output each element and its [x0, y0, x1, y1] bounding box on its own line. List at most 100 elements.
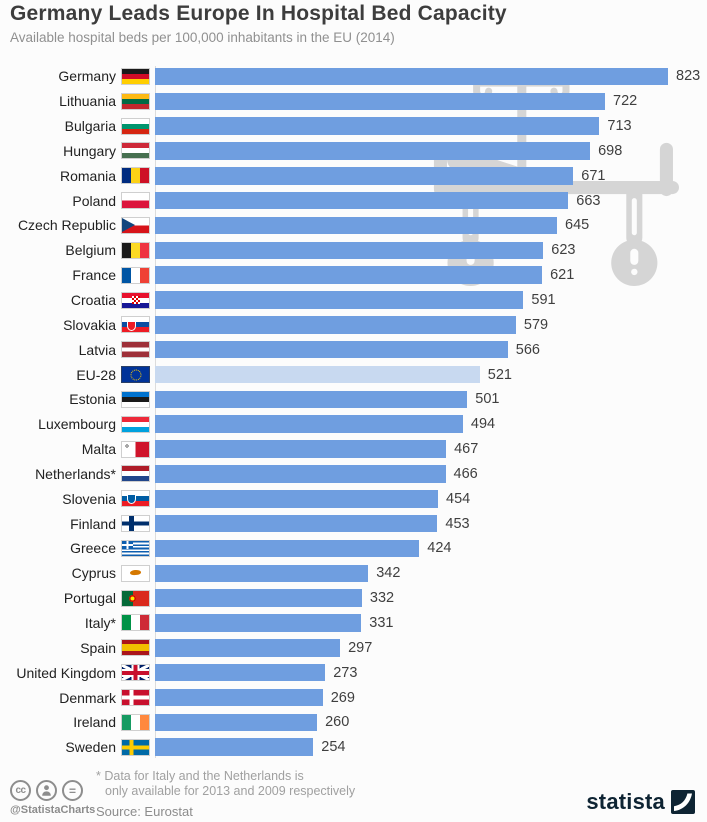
- bar: [155, 390, 468, 409]
- country-label: Portugal: [63, 590, 116, 607]
- flag-icon-mt: [121, 440, 150, 458]
- bar-row: Greece 424: [0, 536, 707, 561]
- bar-track: 273: [155, 660, 707, 685]
- bar-row: Bulgaria 713: [0, 114, 707, 139]
- country-label: United Kingdom: [16, 664, 116, 681]
- bar-row: France 621: [0, 263, 707, 288]
- bar: [155, 191, 569, 210]
- bar-row: Sweden 254: [0, 735, 707, 760]
- bar-track: 467: [155, 437, 707, 462]
- value-label: 273: [333, 664, 358, 681]
- value-label: 342: [376, 565, 401, 582]
- source-label: Source: Eurostat: [96, 804, 193, 819]
- value-label: 623: [551, 242, 576, 259]
- bar-row: Belgium 623: [0, 238, 707, 263]
- flag-icon-se: [121, 738, 150, 756]
- flag-icon-cy: [121, 564, 150, 582]
- value-label: 722: [613, 93, 638, 110]
- bar-row: Latvia 566: [0, 337, 707, 362]
- flag-icon-de: [121, 67, 150, 85]
- flag-icon-lt: [121, 92, 150, 110]
- value-label: 453: [445, 515, 470, 532]
- bar-track: 466: [155, 462, 707, 487]
- no-derivatives-equal-icon: =: [62, 780, 83, 801]
- bar-track: 269: [155, 685, 707, 710]
- bar-track: 332: [155, 586, 707, 611]
- bar-track: 621: [155, 263, 707, 288]
- value-label: 331: [369, 614, 394, 631]
- value-label: 332: [369, 590, 395, 607]
- bar-track: 579: [155, 312, 707, 337]
- flag-icon-si: [121, 490, 150, 508]
- flag-icon-bg: [121, 117, 150, 135]
- bar: [155, 266, 543, 284]
- bar-track: 494: [155, 412, 707, 437]
- flag-icon-dk: [121, 689, 150, 707]
- flag-icon-lv: [121, 341, 150, 359]
- bar: [155, 514, 438, 533]
- bar: [155, 639, 341, 657]
- bar-track: 331: [155, 611, 707, 636]
- value-label: 494: [470, 416, 496, 433]
- country-label: Ireland: [73, 714, 116, 731]
- bar: [155, 440, 447, 458]
- bar-track: 645: [155, 213, 707, 238]
- country-label: Romania: [59, 167, 116, 184]
- attribution-person-icon: [36, 780, 57, 801]
- value-label: 254: [321, 739, 346, 756]
- footnote-line1: * Data for Italy and the Netherlands is: [96, 769, 304, 783]
- statista-logo-mark: [671, 790, 695, 814]
- chart-title: Germany Leads Europe In Hospital Bed Cap…: [10, 2, 507, 25]
- country-label: Spain: [80, 639, 116, 656]
- country-label: Denmark: [59, 689, 116, 706]
- bar: [155, 490, 438, 508]
- flag-icon-ro: [121, 167, 150, 185]
- flag-icon-ie: [121, 713, 150, 731]
- country-label: Germany: [58, 68, 116, 85]
- bar: [155, 92, 605, 111]
- bar-row: Cyprus 342: [0, 561, 707, 586]
- bar-track: 623: [155, 238, 707, 263]
- bar-row: Spain 297: [0, 635, 707, 660]
- bar-row: Slovakia 579: [0, 312, 707, 337]
- country-label: Croatia: [70, 292, 116, 309]
- value-label: 566: [515, 341, 540, 358]
- value-label: 424: [427, 540, 452, 557]
- bar-track: 671: [155, 163, 707, 188]
- value-label: 467: [454, 441, 479, 458]
- bar-track: 297: [155, 635, 707, 660]
- license-badges: cc = @StatistaCharts: [10, 780, 95, 816]
- bar-track: 342: [155, 561, 707, 586]
- bar: [155, 465, 446, 483]
- bar-row: United Kingdom 273: [0, 660, 707, 685]
- value-label: 698: [598, 142, 623, 159]
- flag-icon-cz: [121, 216, 150, 234]
- bar: [155, 589, 362, 607]
- bar-row: Slovenia 454: [0, 486, 707, 511]
- bar-track: 663: [155, 188, 707, 213]
- bar: [155, 241, 544, 260]
- statista-charts-handle: @StatistaCharts: [10, 804, 96, 816]
- flag-icon-sk: [121, 316, 150, 334]
- bar-row: Hungary 698: [0, 139, 707, 164]
- bar: [155, 539, 420, 558]
- bar-track: 424: [155, 536, 707, 561]
- country-label: Lithuania: [59, 93, 116, 110]
- bar: [155, 738, 314, 756]
- bar-row: Luxembourg 494: [0, 412, 707, 437]
- bar: [155, 663, 326, 682]
- value-label: 454: [446, 490, 471, 507]
- bar-track: 823: [155, 64, 707, 89]
- statista-logo: statista: [586, 789, 695, 815]
- country-label: Luxembourg: [38, 416, 116, 433]
- bar-track: 521: [155, 362, 707, 387]
- country-label: Netherlands*: [35, 465, 116, 482]
- bar-track: 722: [155, 89, 707, 114]
- flag-icon-be: [121, 241, 150, 259]
- statista-wordmark: statista: [586, 789, 665, 814]
- flag-icon-gr: [121, 539, 150, 557]
- flag-icon-pt: [121, 589, 150, 607]
- bar-track: 260: [155, 710, 707, 735]
- bar: [155, 614, 362, 632]
- flag-icon-fr: [121, 266, 150, 284]
